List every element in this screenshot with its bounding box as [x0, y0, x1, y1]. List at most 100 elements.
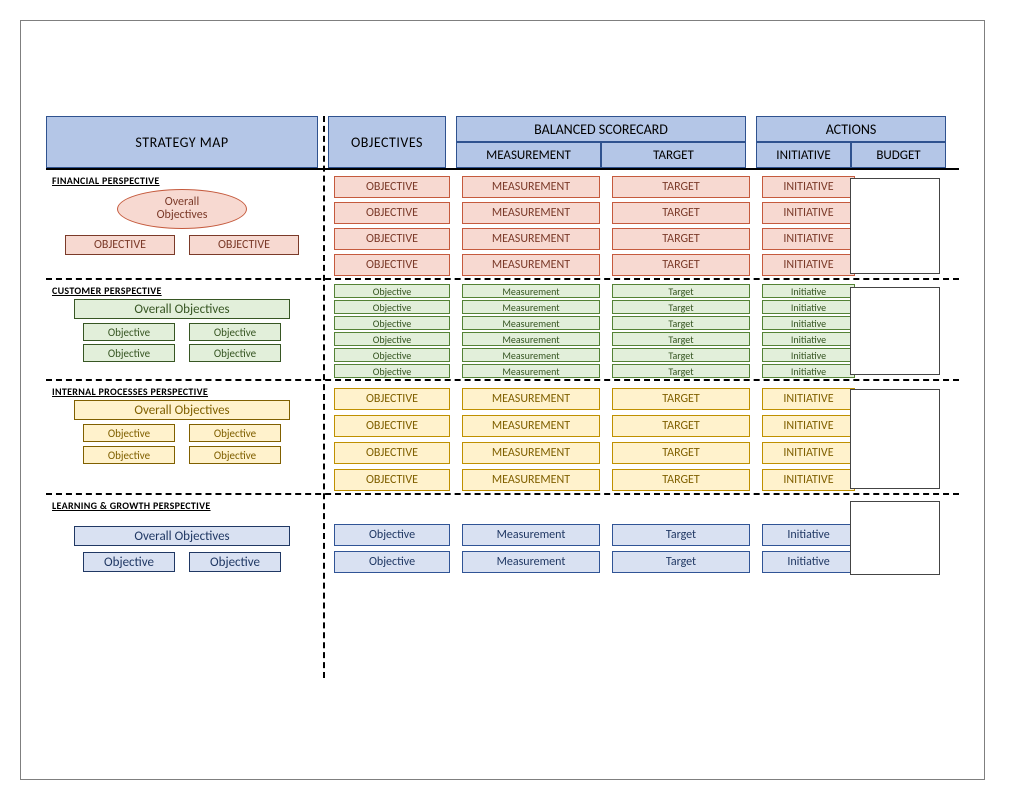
target-cell: Target — [612, 348, 750, 362]
data-grid-financial: OBJECTIVE MEASUREMENT TARGET INITIATIVE … — [328, 170, 956, 278]
initiative-cell: Initiative — [762, 332, 855, 346]
section-customer: CUSTOMER PERSPECTIVE Overall Objectives … — [46, 278, 959, 379]
overall-internal: Overall Objectives — [74, 400, 290, 420]
initiative-cell: Initiative — [762, 300, 855, 314]
measurement-cell: MEASUREMENT — [462, 442, 600, 464]
measurement-cell: MEASUREMENT — [462, 254, 600, 276]
label-internal: INTERNAL PROCESSES PERSPECTIVE — [50, 383, 314, 398]
measurement-cell: MEASUREMENT — [462, 176, 600, 198]
target-cell: TARGET — [612, 388, 750, 410]
initiative-cell: Initiative — [762, 524, 855, 546]
target-cell: TARGET — [612, 176, 750, 198]
objective-cell: Objective — [334, 332, 450, 346]
measurement-cell: Measurement — [462, 551, 600, 573]
strategy-box: OBJECTIVE — [189, 235, 299, 255]
ellipse-overall-financial: Overall Objectives — [117, 189, 247, 229]
strategy-col-internal: INTERNAL PROCESSES PERSPECTIVE Overall O… — [46, 381, 318, 493]
header-measurement: MEASUREMENT — [456, 142, 601, 168]
objective-cell: Objective — [334, 348, 450, 362]
header-target: TARGET — [601, 142, 746, 168]
strategy-box: Objective — [83, 323, 175, 341]
objective-cell: Objective — [334, 551, 450, 573]
initiative-cell: INITIATIVE — [762, 415, 855, 437]
header-bsc-group: BALANCED SCORECARD MEASUREMENT TARGET — [456, 116, 746, 168]
strategy-col-learning: LEARNING & GROWTH PERSPECTIVE Overall Ob… — [46, 495, 318, 579]
initiative-cell: INITIATIVE — [762, 176, 855, 198]
strategy-box: Objective — [83, 424, 175, 442]
objective-cell: OBJECTIVE — [334, 415, 450, 437]
header-initiative: INITIATIVE — [756, 142, 851, 168]
budget-box-financial — [850, 178, 940, 274]
strategy-box: Objective — [83, 446, 175, 464]
target-cell: TARGET — [612, 254, 750, 276]
strategy-box: Objective — [83, 344, 175, 362]
measurement-cell: Measurement — [462, 332, 600, 346]
target-cell: TARGET — [612, 469, 750, 491]
label-customer: CUSTOMER PERSPECTIVE — [50, 282, 314, 297]
target-cell: TARGET — [612, 442, 750, 464]
initiative-cell: INITIATIVE — [762, 228, 855, 250]
initiative-cell: Initiative — [762, 348, 855, 362]
header-balanced-scorecard: BALANCED SCORECARD — [456, 116, 746, 142]
target-cell: Target — [612, 300, 750, 314]
objective-cell: OBJECTIVE — [334, 254, 450, 276]
initiative-cell: INITIATIVE — [762, 388, 855, 410]
measurement-cell: MEASUREMENT — [462, 202, 600, 224]
header-budget: BUDGET — [851, 142, 946, 168]
measurement-cell: Measurement — [462, 524, 600, 546]
label-learning: LEARNING & GROWTH PERSPECTIVE — [50, 497, 314, 512]
measurement-cell: Measurement — [462, 348, 600, 362]
data-grid-learning: Objective Measurement Target Initiative … — [328, 495, 956, 579]
overall-learning: Overall Objectives — [74, 526, 290, 546]
budget-box-learning — [850, 501, 940, 575]
strategy-box: Objective — [83, 552, 175, 572]
measurement-cell: Measurement — [462, 364, 600, 378]
target-cell: Target — [612, 284, 750, 298]
objective-cell: OBJECTIVE — [334, 388, 450, 410]
section-learning: LEARNING & GROWTH PERSPECTIVE Overall Ob… — [46, 493, 959, 579]
target-cell: Target — [612, 364, 750, 378]
objective-cell: OBJECTIVE — [334, 202, 450, 224]
objective-cell: OBJECTIVE — [334, 176, 450, 198]
target-cell: Target — [612, 524, 750, 546]
label-financial: FINANCIAL PERSPECTIVE — [50, 172, 314, 187]
budget-box-internal — [850, 389, 940, 489]
initiative-cell: INITIATIVE — [762, 254, 855, 276]
section-financial: FINANCIAL PERSPECTIVE Overall Objectives… — [46, 168, 959, 278]
target-cell: TARGET — [612, 228, 750, 250]
target-cell: TARGET — [612, 202, 750, 224]
measurement-cell: Measurement — [462, 300, 600, 314]
objective-cell: OBJECTIVE — [334, 228, 450, 250]
objective-cell: OBJECTIVE — [334, 442, 450, 464]
measurement-cell: Measurement — [462, 316, 600, 330]
target-cell: Target — [612, 332, 750, 346]
objective-cell: Objective — [334, 524, 450, 546]
header-actions: ACTIONS — [756, 116, 946, 142]
strategy-box: Objective — [189, 344, 281, 362]
data-grid-internal: OBJECTIVE MEASUREMENT TARGET INITIATIVE … — [328, 381, 956, 493]
strategy-box: OBJECTIVE — [65, 235, 175, 255]
measurement-cell: Measurement — [462, 284, 600, 298]
initiative-cell: INITIATIVE — [762, 469, 855, 491]
initiative-cell: INITIATIVE — [762, 442, 855, 464]
header-strategy-map: STRATEGY MAP — [46, 116, 318, 168]
strategy-box: Objective — [189, 323, 281, 341]
strategy-col-customer: CUSTOMER PERSPECTIVE Overall Objectives … — [46, 280, 318, 379]
initiative-cell: Initiative — [762, 316, 855, 330]
measurement-cell: MEASUREMENT — [462, 228, 600, 250]
objective-cell: Objective — [334, 316, 450, 330]
target-cell: Target — [612, 551, 750, 573]
initiative-cell: Initiative — [762, 364, 855, 378]
header-row: STRATEGY MAP OBJECTIVES BALANCED SCORECA… — [46, 116, 959, 168]
section-internal: INTERNAL PROCESSES PERSPECTIVE Overall O… — [46, 379, 959, 493]
overall-customer: Overall Objectives — [74, 299, 290, 319]
diagram-frame: STRATEGY MAP OBJECTIVES BALANCED SCORECA… — [20, 20, 985, 780]
data-grid-customer: Objective Measurement Target Initiative … — [328, 280, 956, 379]
initiative-cell: Initiative — [762, 284, 855, 298]
target-cell: TARGET — [612, 415, 750, 437]
header-objectives: OBJECTIVES — [328, 116, 446, 168]
initiative-cell: INITIATIVE — [762, 202, 855, 224]
strategy-col-financial: FINANCIAL PERSPECTIVE Overall Objectives… — [46, 170, 318, 278]
strategy-box: Objective — [189, 552, 281, 572]
initiative-cell: Initiative — [762, 551, 855, 573]
